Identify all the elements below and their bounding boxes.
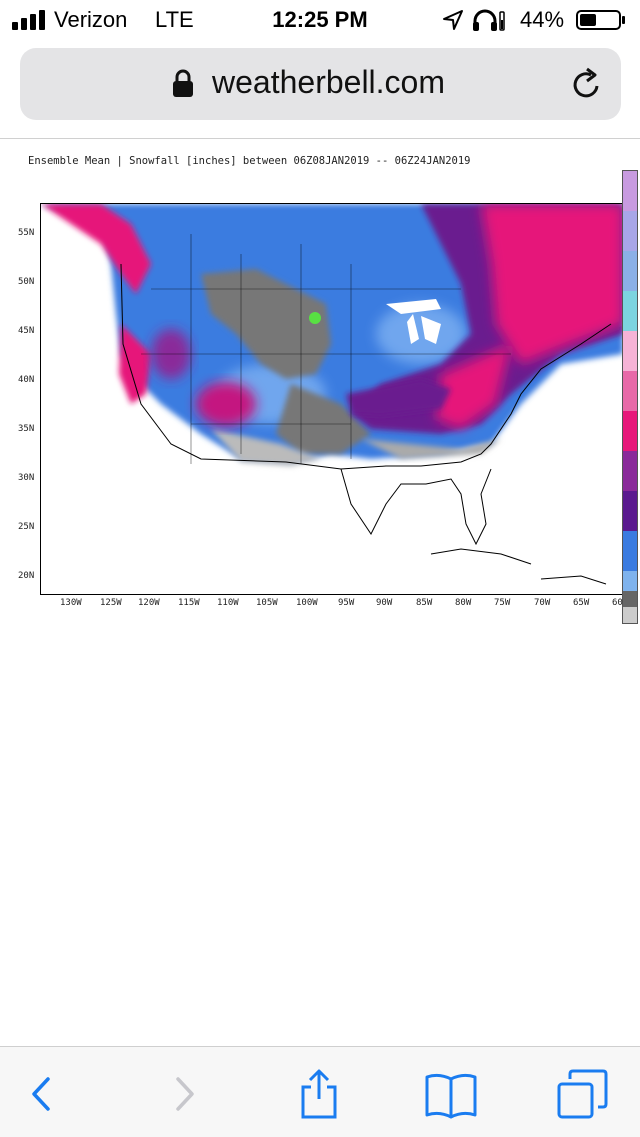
lon-label: 120W (138, 598, 160, 608)
back-chevron-icon[interactable] (16, 1069, 70, 1119)
lon-label: 125W (100, 598, 122, 608)
lat-label: 45N (18, 326, 35, 336)
lon-label: 115W (178, 598, 200, 608)
status-bar: Verizon LTE 12:25 PM 44% (0, 0, 640, 40)
reload-icon[interactable] (570, 66, 604, 102)
tabs-icon[interactable] (556, 1069, 610, 1119)
lon-label: 130W (60, 598, 82, 608)
lat-label: 20N (18, 571, 35, 581)
lon-label: 80W (455, 598, 472, 608)
lon-label: 90W (376, 598, 393, 608)
map-title: Ensemble Mean | Snowfall [inches] betwee… (28, 155, 471, 167)
url-text[interactable]: weatherbell.com (212, 64, 445, 100)
lon-label: 65W (573, 598, 590, 608)
lon-label: 60 (612, 598, 623, 608)
lat-label: 30N (18, 473, 35, 483)
toolbar-separator (0, 138, 640, 139)
browser-toolbar (0, 1046, 640, 1137)
network-type: LTE (155, 7, 194, 32)
location-arrow-icon (443, 10, 463, 30)
lat-label: 35N (18, 424, 35, 434)
lon-label: 100W (296, 598, 318, 608)
lat-label: 55N (18, 228, 35, 238)
share-icon[interactable] (292, 1069, 346, 1119)
lat-label: 40N (18, 375, 35, 385)
forward-chevron-icon[interactable] (156, 1069, 210, 1119)
snowfall-map[interactable] (40, 203, 624, 595)
clock: 12:25 PM (272, 7, 368, 32)
lon-label: 110W (217, 598, 239, 608)
lon-label: 70W (534, 598, 551, 608)
headphones-icon (473, 9, 505, 31)
address-bar[interactable]: weatherbell.com (20, 48, 621, 120)
snowfall-legend (622, 170, 638, 624)
lat-label: 50N (18, 277, 35, 287)
lon-label: 105W (256, 598, 278, 608)
location-marker (309, 312, 321, 324)
snowfall-map-graphic (41, 204, 623, 585)
lock-icon (173, 69, 193, 97)
lon-label: 95W (338, 598, 355, 608)
bookmarks-book-icon[interactable] (424, 1069, 478, 1119)
lon-label: 85W (416, 598, 433, 608)
lat-label: 25N (18, 522, 35, 532)
signal-bars-icon (12, 10, 45, 30)
battery-icon (576, 10, 625, 30)
carrier-name: Verizon (54, 7, 128, 32)
lon-label: 75W (494, 598, 511, 608)
battery-percent: 44% (520, 7, 565, 32)
